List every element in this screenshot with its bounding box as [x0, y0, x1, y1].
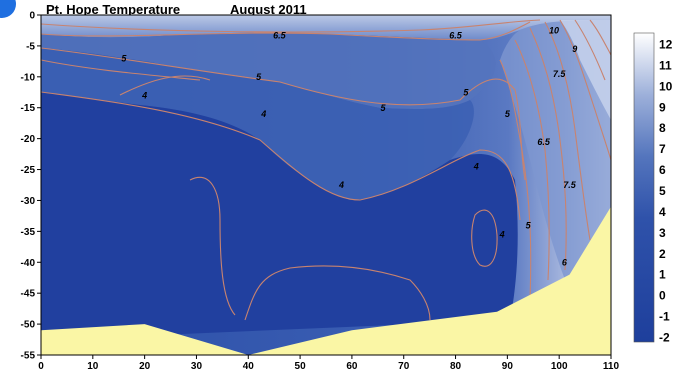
x-tick-label: 20	[139, 361, 151, 371]
colorbar-tick-label: 12	[659, 38, 673, 52]
contour-line	[544, 21, 591, 241]
colorbar-tick-label: -2	[659, 331, 670, 345]
x-tick-label: 10	[87, 361, 99, 371]
colorbar-tick-label: 1	[659, 268, 666, 282]
contour-label: 5	[526, 220, 532, 230]
y-tick-label: -25	[21, 165, 36, 176]
contour-labels: 6.5 6.5 5 5 5 5 4 4 4 4 4 5 5 6.5 7.5 7.5 9 10 6	[121, 26, 577, 268]
contour-line	[41, 19, 541, 33]
x-tick-label: 0	[38, 361, 44, 371]
colorbar-tick-label: 3	[659, 226, 666, 240]
y-tick-label: -50	[21, 320, 36, 331]
contour-label: 6.5	[449, 30, 463, 40]
x-tick-label: 50	[295, 361, 307, 371]
x-tick-label: 80	[450, 361, 462, 371]
contour-label: 7.5	[563, 180, 577, 190]
y-tick-label: -45	[21, 289, 36, 300]
contour-label: 6.5	[537, 137, 551, 147]
colorbar-tick-label: 0	[659, 289, 666, 303]
colorbar-tick-label: -1	[659, 310, 670, 324]
contour-label: 7.5	[553, 69, 567, 79]
deep-core	[41, 92, 518, 340]
colorbar-tick-label: 6	[659, 163, 666, 177]
contour-label: 5	[505, 109, 511, 119]
colorbar-tick-label: 10	[659, 79, 673, 93]
y-tick-label: -40	[21, 258, 36, 269]
contour-line	[189, 177, 236, 316]
contour-line	[559, 19, 611, 161]
seabed	[41, 206, 611, 355]
x-tick-label: 40	[243, 361, 255, 371]
colorbar-tick-label: 2	[659, 247, 666, 261]
contour-label: 4	[141, 90, 147, 100]
corner-badge	[0, 0, 16, 18]
chart-subtitle: August 2011	[230, 2, 307, 17]
mid-layer-band	[41, 32, 496, 110]
right-warm-zone	[500, 20, 611, 280]
plot-border	[40, 14, 612, 356]
contour-label: 4	[473, 162, 479, 172]
colorbar-tick-label: 8	[659, 121, 666, 135]
contour-label: 6.5	[273, 30, 287, 40]
contour-line	[471, 209, 498, 267]
y-tick-label: 0	[29, 11, 35, 22]
contour-line	[574, 19, 606, 81]
x-tick-label: 100	[551, 361, 568, 371]
colorbar-tick-label: 9	[659, 100, 666, 114]
colorbar-tick-label: 11	[659, 58, 672, 72]
x-tick-label: 60	[346, 361, 358, 371]
y-tick-label: -10	[21, 72, 36, 83]
contour-label: 5	[463, 87, 469, 97]
contour-line	[41, 21, 531, 41]
colorbar-tick-label: 7	[659, 142, 666, 156]
colorbar-gradient	[633, 32, 655, 343]
contour-lines	[41, 19, 611, 321]
x-tick-label: 90	[502, 361, 514, 371]
colorbar-tick-label: 4	[659, 205, 666, 219]
right-hot-zone	[560, 20, 611, 120]
plot-area	[41, 15, 611, 355]
x-tick-label: 70	[398, 361, 410, 371]
y-tick-label: -55	[21, 351, 36, 362]
contour-label: 5	[380, 103, 386, 113]
surface-layer-band	[41, 15, 611, 40]
y-tick-label: -5	[26, 41, 35, 52]
x-tick-label: 110	[603, 361, 620, 371]
contour-label: 5	[121, 53, 127, 63]
x-tick-label: 30	[191, 361, 203, 371]
y-tick-label: -15	[21, 103, 36, 114]
contour-line	[529, 27, 567, 271]
contour-label: 9	[572, 44, 577, 54]
contour-line	[589, 19, 611, 56]
contour-line	[41, 59, 201, 81]
contour-label: 4	[260, 109, 266, 119]
y-axis: -55-50-45-40-35-30-25-20-15-10-50	[21, 11, 41, 362]
contour-label: 10	[549, 26, 559, 36]
contour-label: 4	[499, 230, 505, 240]
y-tick-label: -35	[21, 227, 36, 238]
contour-line	[514, 39, 550, 281]
contour-line	[244, 265, 431, 321]
y-tick-label: -30	[21, 196, 36, 207]
y-tick-label: -20	[21, 134, 36, 145]
contour-line	[499, 59, 532, 301]
inner-band	[41, 48, 474, 200]
contour-line	[41, 91, 521, 221]
contour-label: 4	[338, 180, 344, 190]
contour-label: 5	[256, 72, 262, 82]
x-axis: 0 10 20 30 40 50 60 70 80 90 100 110	[38, 355, 620, 371]
contour-label: 6	[562, 257, 568, 267]
contour-line	[41, 47, 526, 181]
colorbar-tick-label: 5	[659, 184, 666, 198]
contour-line	[119, 75, 211, 96]
chart-title: Pt. Hope Temperature	[46, 2, 180, 17]
